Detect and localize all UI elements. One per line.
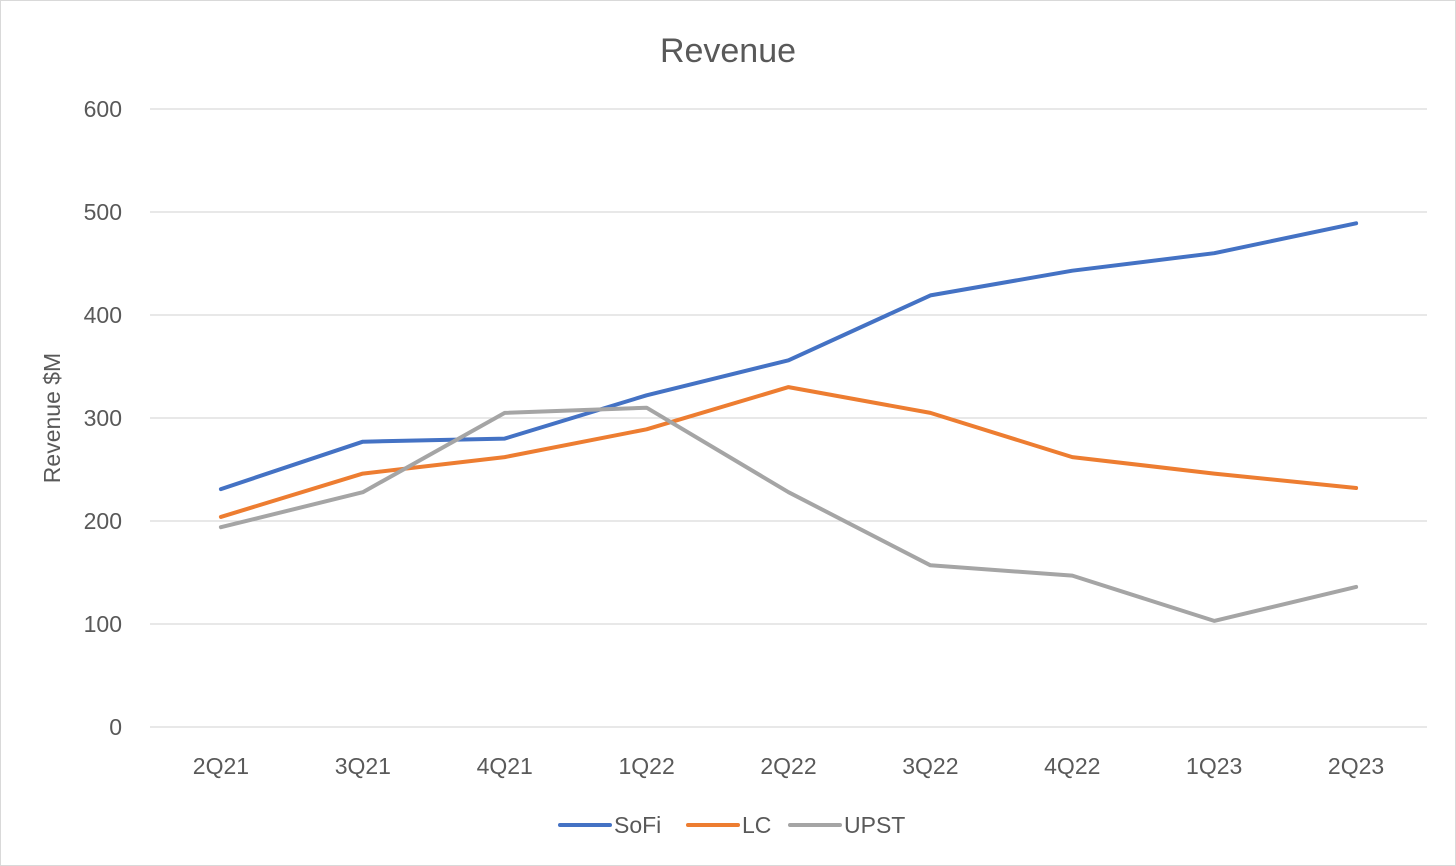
legend-label: UPST — [844, 812, 905, 838]
y-axis-label: Revenue $M — [39, 353, 65, 483]
legend-label: LC — [742, 812, 771, 838]
y-tick-label: 0 — [109, 714, 122, 740]
legend-item-sofi: SoFi — [558, 812, 661, 838]
x-tick-label: 3Q22 — [902, 753, 958, 779]
legend-item-lc: LC — [686, 812, 771, 838]
series-line-sofi — [218, 221, 1359, 492]
x-tick-label: 4Q21 — [477, 753, 533, 779]
y-tick-label: 600 — [84, 96, 122, 122]
x-tick-label: 2Q21 — [193, 753, 249, 779]
x-tick-labels: 2Q21 3Q21 4Q21 1Q22 2Q22 3Q22 4Q22 1Q23 2Q23 — [193, 753, 1384, 779]
x-tick-label: 1Q23 — [1186, 753, 1242, 779]
chart-title: Revenue — [660, 32, 796, 70]
legend-label: SoFi — [614, 812, 661, 838]
legend-item-upst: UPST — [788, 812, 905, 838]
legend: SoFi LC UPST — [558, 812, 905, 838]
y-tick-label: 100 — [84, 611, 122, 637]
series-lines — [218, 221, 1359, 623]
y-tick-label: 400 — [84, 302, 122, 328]
x-tick-label: 3Q21 — [335, 753, 391, 779]
series-line-lc — [218, 385, 1359, 519]
series-line-upst — [218, 405, 1359, 623]
y-tick-label: 200 — [84, 508, 122, 534]
y-tick-label: 500 — [84, 199, 122, 225]
gridlines — [150, 108, 1427, 728]
y-tick-labels: 0 100 200 300 400 500 600 — [84, 96, 122, 740]
x-tick-label: 2Q23 — [1328, 753, 1384, 779]
y-tick-label: 300 — [84, 405, 122, 431]
x-tick-label: 1Q22 — [618, 753, 674, 779]
x-tick-label: 4Q22 — [1044, 753, 1100, 779]
x-tick-label: 2Q22 — [760, 753, 816, 779]
